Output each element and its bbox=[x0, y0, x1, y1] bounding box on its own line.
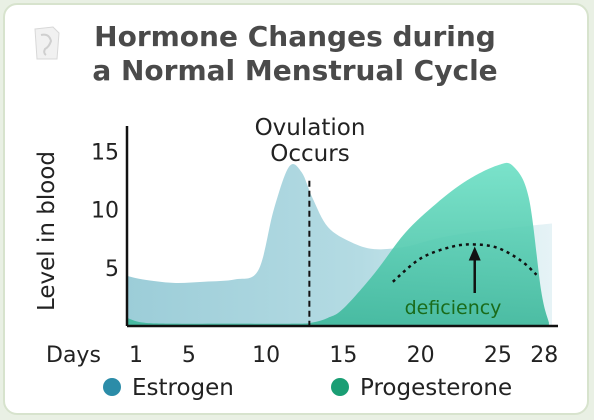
y-tick-label: 5 bbox=[105, 257, 119, 282]
legend-marker bbox=[103, 378, 121, 396]
x-axis-label: Days bbox=[46, 343, 101, 368]
x-tick-label: 25 bbox=[484, 343, 512, 368]
x-tick-label: 28 bbox=[530, 343, 558, 368]
x-tick-label: 1 bbox=[129, 343, 143, 368]
x-tick-label: 5 bbox=[182, 343, 196, 368]
x-tick-label: 10 bbox=[252, 343, 280, 368]
deficiency-arrowhead bbox=[468, 246, 481, 261]
ovulation-label-2: Occurs bbox=[270, 141, 349, 167]
chart-title-line2: a Normal Menstrual Cycle bbox=[92, 54, 498, 87]
deficiency-curve bbox=[392, 243, 538, 283]
legend-label: Estrogen bbox=[132, 375, 234, 401]
chart-title-line1: Hormone Changes during bbox=[94, 20, 496, 53]
y-tick-label: 15 bbox=[91, 140, 119, 165]
y-tick-label: 10 bbox=[91, 199, 119, 224]
legend-label: Progesterone bbox=[360, 375, 512, 401]
ovulation-label: Ovulation bbox=[255, 115, 366, 141]
legend-marker bbox=[331, 378, 349, 396]
deficiency-label: deficiency bbox=[405, 297, 502, 319]
y-axis-label: Level in blood bbox=[34, 151, 60, 311]
logo-icon bbox=[34, 26, 60, 60]
x-tick-label: 20 bbox=[407, 343, 435, 368]
x-tick-label: 15 bbox=[329, 343, 357, 368]
progesterone-area bbox=[127, 162, 549, 326]
